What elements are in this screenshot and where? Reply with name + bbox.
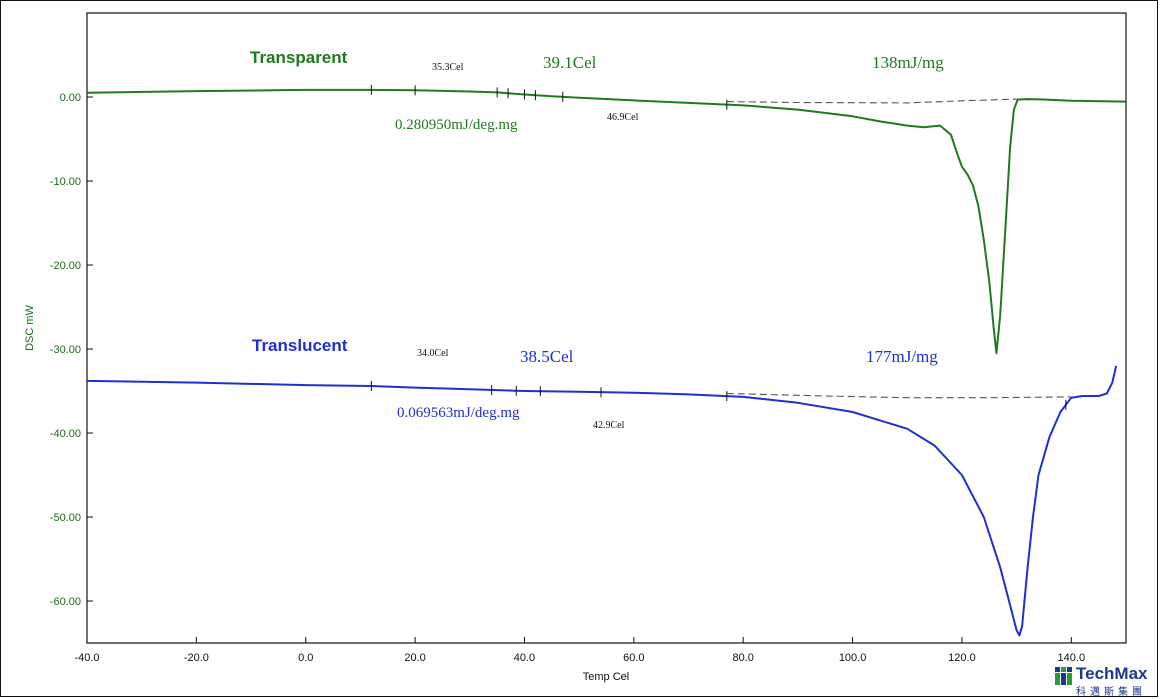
- x-tick-label: 20.0: [404, 652, 425, 664]
- transparent-curve: [86, 88, 1127, 355]
- transparent-peak-temp-label: 39.1Cel: [543, 53, 597, 72]
- transparent-onset-label: 35.3Cel: [432, 62, 464, 73]
- x-tick-label: -20.0: [184, 652, 209, 664]
- translucent-onset-label: 34.0Cel: [417, 348, 449, 359]
- translucent-enthalpy-label: 177mJ/mg: [866, 347, 938, 366]
- x-tick-label: 60.0: [623, 652, 644, 664]
- transparent-baseline: [726, 98, 1017, 104]
- plot-border: [86, 12, 1127, 644]
- y-tick-label: 0.00: [60, 92, 81, 104]
- x-axis-ticks: -40.0 -20.0 0.0 20.0 40.0 60.0 80.0 100.0 120.0 1…: [74, 637, 1085, 664]
- transparent-enthalpy-label: 138mJ/mg: [872, 53, 944, 72]
- x-tick-label: 0.0: [298, 652, 313, 664]
- x-tick-label: 80.0: [732, 652, 753, 664]
- translucent-peak-temp-label: 38.5Cel: [520, 347, 574, 366]
- x-tick-label: 100.0: [839, 652, 867, 664]
- y-tick-label: -40.00: [50, 428, 81, 440]
- translucent-baseline: [726, 392, 1072, 399]
- transparent-slope-label: 0.280950mJ/deg.mg: [395, 117, 518, 133]
- transparent-end-label: 46.9Cel: [607, 112, 639, 123]
- x-tick-label: 40.0: [514, 652, 535, 664]
- x-axis-label: Temp Cel: [583, 671, 629, 683]
- translucent-slope-label: 0.069563mJ/deg.mg: [397, 405, 520, 421]
- plot-axes: [86, 12, 1127, 644]
- y-axis-ticks: 0.00 -10.00 -20.00 -30.00 -40.00 -50.00 -60.00: [50, 92, 93, 608]
- y-axis-label: DSC mW: [24, 304, 36, 350]
- techmax-logo: TechMax 科邁斯集團: [1054, 664, 1158, 698]
- series-layer: [86, 84, 1127, 637]
- x-tick-label: 120.0: [948, 652, 976, 664]
- techmax-logo-chinese: 科邁斯集團: [1076, 687, 1146, 698]
- transparent-label: Transparent: [250, 48, 348, 67]
- y-tick-label: -60.00: [50, 596, 81, 608]
- x-tick-label: -40.0: [74, 652, 99, 664]
- y-tick-label: -10.00: [50, 176, 81, 188]
- techmax-logo-icon: [1055, 667, 1072, 685]
- y-tick-label: -20.00: [50, 260, 81, 272]
- translucent-end-label: 42.9Cel: [593, 420, 625, 431]
- translucent-label: Translucent: [252, 336, 348, 355]
- x-tick-label: 140.0: [1058, 652, 1086, 664]
- y-tick-label: -30.00: [50, 344, 81, 356]
- y-tick-label: -50.00: [50, 512, 81, 524]
- translucent-curve: [86, 365, 1118, 637]
- techmax-logo-name: TechMax: [1076, 664, 1148, 683]
